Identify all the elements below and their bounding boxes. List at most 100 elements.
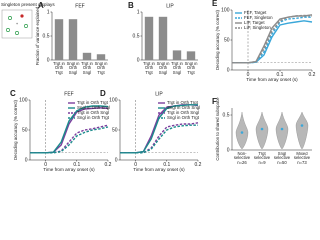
legend-label: FEF, Singleton xyxy=(244,15,273,20)
series-line xyxy=(232,14,313,64)
x-tick-label-box: Trgt in Orth Trgt xyxy=(143,61,155,75)
chart-title: FEF xyxy=(64,91,73,97)
legend-label: Trgt in Orth Sngl xyxy=(167,110,199,115)
y-tick-label: 50 xyxy=(224,37,230,43)
y-tick-label: 0 xyxy=(25,157,28,163)
y-tick-label: 100 xyxy=(221,7,230,13)
legend-label: LIP, Singleton xyxy=(244,25,271,30)
y-tick-label: 0.5 xyxy=(133,33,140,39)
x-tick-label: Trgt in Orth Sngl xyxy=(81,61,93,75)
legend-label: Sngl in Orth Trgt xyxy=(77,115,110,120)
panel-label: B xyxy=(128,1,134,10)
stimulus xyxy=(8,16,12,20)
bar xyxy=(54,19,64,60)
x-tick-label: Mixed selective n=73 xyxy=(293,151,311,165)
x-tick-label-box: Non-selective n=26 xyxy=(233,151,251,165)
y-tick-label: 100 xyxy=(109,97,118,103)
x-tick-label-box: Sngl in Orth Sngl xyxy=(66,61,80,75)
y-tick-label: 0 xyxy=(227,67,230,73)
x-tick-label: Non-selective n=26 xyxy=(233,151,251,165)
y-axis-label: Contribution to shared subspace xyxy=(215,97,220,161)
y-tick-label: 0.5 xyxy=(223,112,230,118)
y-axis-label: Decoding accuracy (% correct) xyxy=(215,9,220,70)
x-tick-label-box: Sngl in Orth Trgt xyxy=(94,61,108,75)
x-axis-label: Time from array onset (s) xyxy=(133,167,185,172)
x-tick-label: Sngl in Orth Sngl xyxy=(66,61,80,75)
stimulus xyxy=(15,31,19,35)
y-tick-label: 100 xyxy=(19,97,28,103)
violin xyxy=(255,111,269,150)
figure: Singleton present displays + A FEF 0 0.5 1 Fr… xyxy=(1,0,316,172)
bar xyxy=(68,19,78,60)
x-tick-label: Sngl selective n=50 xyxy=(273,151,291,165)
x-tick-label: Trgt in Orth Sngl xyxy=(171,61,183,75)
panel-label: A xyxy=(38,1,44,10)
fixation: + xyxy=(16,21,19,26)
x-tick-label: Trgt selective n=9 xyxy=(253,151,271,165)
panel-label: E xyxy=(212,0,218,8)
legend-label: Trgt in Orth Trgt xyxy=(77,100,109,105)
x-tick-label: 0.2 xyxy=(309,72,316,78)
x-tick-label: Trgt in Orth Trgt xyxy=(143,61,155,75)
series-line xyxy=(120,124,198,154)
stimulus xyxy=(20,14,24,18)
y-tick-label: 0 xyxy=(47,57,50,63)
median-dot xyxy=(240,131,244,134)
x-tick-label: Trgt in Orth Trgt xyxy=(53,61,65,75)
legend-label: Trgt in Orth Trgt xyxy=(167,100,199,105)
panel-label: D xyxy=(100,89,106,98)
bar xyxy=(186,51,196,60)
median-dot xyxy=(260,127,264,131)
y-tick-label: 0 xyxy=(137,57,140,63)
x-tick-label: Sngl in Orth Trgt xyxy=(94,61,108,75)
x-tick-label: 0.1 xyxy=(277,72,284,78)
x-tick-label-box: Trgt in Orth Sngl xyxy=(81,61,93,75)
y-tick-label: 1 xyxy=(47,9,50,15)
page: Singleton present displays + A FEF 0 0.5 1 Fr… xyxy=(1,0,316,173)
median-dot xyxy=(280,127,284,131)
bar xyxy=(96,54,106,60)
x-tick-label-box: Trgt in Orth Trgt xyxy=(53,61,65,75)
series-line xyxy=(120,122,199,154)
x-tick-label-box: Mixed selective n=73 xyxy=(293,151,311,165)
x-tick-label: 0 xyxy=(134,162,137,168)
legend-label: LIP, Target xyxy=(244,20,265,25)
x-tick-label: 0.1 xyxy=(73,162,80,168)
y-tick-label: 1 xyxy=(137,9,140,15)
x-tick-label-box: Sngl in Orth Sngl xyxy=(156,61,170,75)
panel-label: F xyxy=(212,97,217,106)
display-frame xyxy=(1,9,33,39)
violin xyxy=(295,111,309,150)
legend-label: Sngl in Orth Sngl xyxy=(167,105,200,110)
x-tick-label: 0 xyxy=(247,72,250,78)
stimulus xyxy=(6,28,10,32)
bar xyxy=(82,52,92,60)
panel-label: C xyxy=(10,89,16,98)
x-axis-label: Time from array onset (s) xyxy=(43,167,95,172)
x-axis-label: Time from array onset (s) xyxy=(246,77,298,82)
x-tick-label: Sngl in Orth Sngl xyxy=(156,61,170,75)
x-tick-label: 0.2 xyxy=(195,162,202,168)
y-tick-label: 50 xyxy=(22,127,28,133)
chart-title: FEF xyxy=(75,3,84,9)
series-line xyxy=(30,126,109,154)
y-axis-label: Decoding accuracy (% correct) xyxy=(13,99,18,160)
x-tick-label: Sngl in Orth Trgt xyxy=(184,61,198,75)
y-tick-label: 0 xyxy=(227,147,230,153)
y-axis-label: Fraction of variance explained xyxy=(35,6,40,65)
median-dot xyxy=(300,124,304,127)
bar xyxy=(158,16,168,60)
stimulus xyxy=(24,24,28,28)
y-tick-label: 50 xyxy=(112,127,118,133)
inset-display: + xyxy=(1,9,33,39)
x-tick-label-box: Sngl in Orth Trgt xyxy=(184,61,198,75)
inset-title: Singleton present displays xyxy=(1,2,55,7)
legend-label: Sngl in Orth Trgt xyxy=(167,115,200,120)
x-tick-label-box: Trgt selective n=9 xyxy=(253,151,271,165)
chart-title: LIP xyxy=(166,3,174,9)
legend-label: Sngl in Orth Sngl xyxy=(77,105,110,110)
bar xyxy=(144,16,154,60)
x-tick-label: 0 xyxy=(44,162,47,168)
x-tick-label-box: Trgt in Orth Sngl xyxy=(171,61,183,75)
legend-label: Trgt in Orth Sngl xyxy=(77,110,109,115)
